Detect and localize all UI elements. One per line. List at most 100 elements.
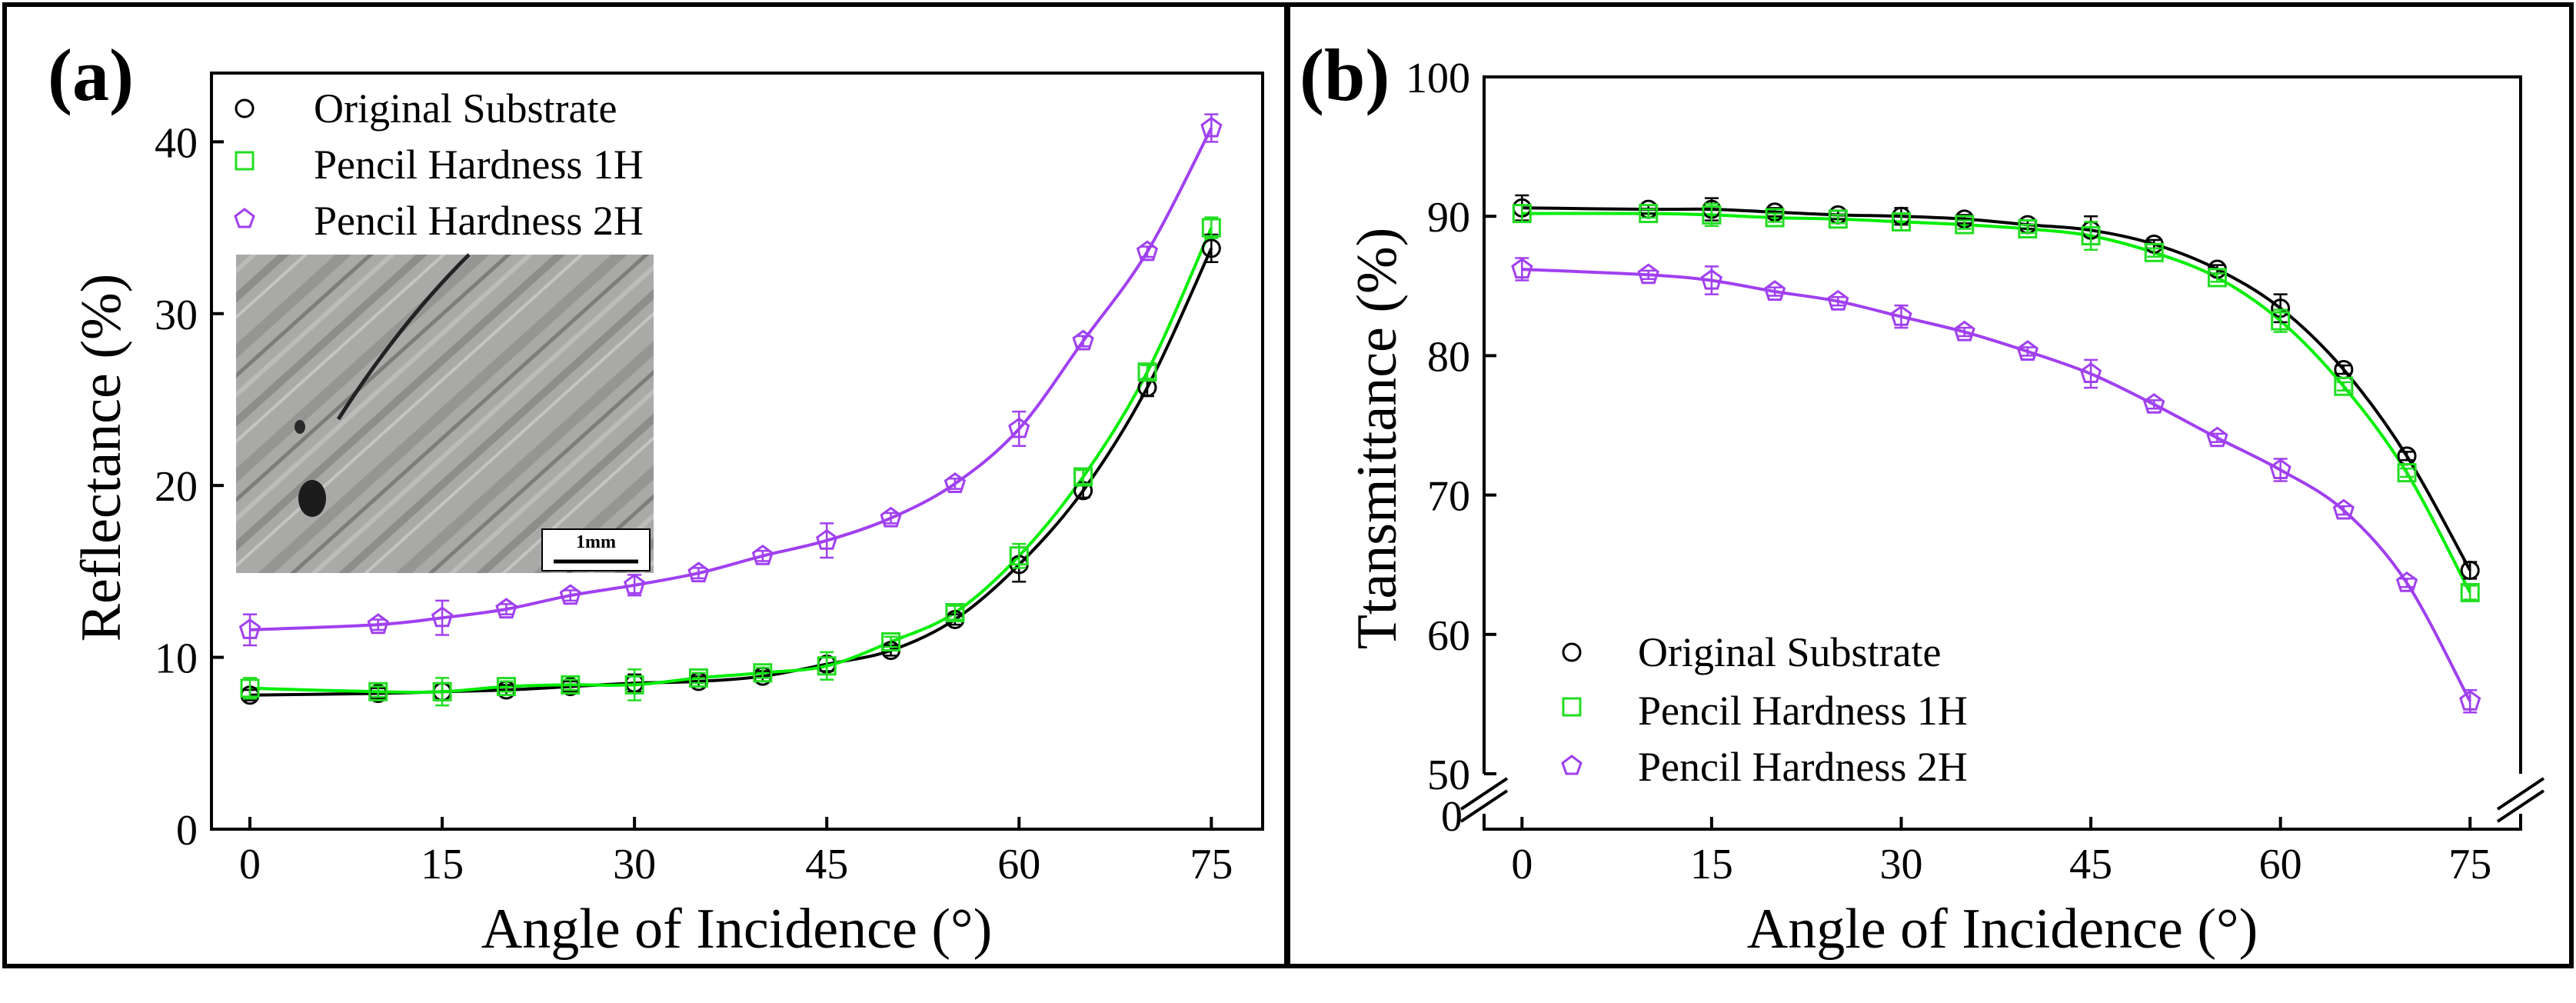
data-point-1h	[2144, 242, 2164, 262]
panel-b-plot-frame	[1483, 75, 2522, 831]
data-point-1h	[1891, 212, 1911, 232]
inset-scale-box	[541, 528, 651, 571]
data-point-1h	[561, 675, 581, 695]
data-point-1h	[240, 678, 260, 698]
legend-label-1h: Pencil Hardness 1H	[314, 142, 644, 188]
panel-a: (a) 0 15 30 45 60 75 0 10 20 30 40 1mm Original Su…	[48, 34, 1264, 961]
y-tick-label: 100	[1406, 55, 1470, 102]
y-tick-label: 20	[155, 463, 198, 511]
data-point-2h	[431, 606, 454, 628]
data-point-original	[1201, 238, 1221, 258]
legend-label-original: Original Substrate	[1638, 629, 1941, 675]
inset-dark-spot	[295, 420, 305, 434]
y-tick-label: 10	[155, 635, 198, 683]
data-point-2h	[2079, 362, 2102, 383]
legend-marker-1h	[1562, 697, 1582, 717]
data-point-1h	[432, 681, 452, 701]
legend-marker-2h	[1561, 755, 1583, 775]
data-point-1h	[1765, 208, 1785, 228]
data-point-1h	[1828, 209, 1848, 229]
data-point-2h	[687, 561, 710, 583]
legend-marker-1h	[235, 151, 255, 171]
data-point-1h	[2081, 226, 2101, 246]
y-tick-label: 40	[155, 119, 198, 167]
legend-label-2h: Pencil Hardness 2H	[1638, 744, 1968, 790]
fit-curve	[1522, 212, 2471, 594]
panel-a-legend: Original Substrate Pencil Hardness 1H Pe…	[234, 85, 644, 244]
inset-dark-spot	[298, 480, 326, 517]
data-point-2h	[2459, 689, 2481, 711]
data-point-1h	[1201, 218, 1221, 238]
legend-label-1h: Pencil Hardness 1H	[1638, 688, 1968, 734]
data-point-2h	[751, 544, 774, 565]
x-tick-label: 0	[1511, 841, 1533, 888]
x-tick-label: 60	[997, 841, 1040, 888]
axis-break-mark-left	[1459, 777, 1509, 811]
panel-b-label: (b)	[1300, 34, 1390, 116]
y-tick-label: 70	[1427, 473, 1470, 521]
data-point-1h	[1512, 204, 1532, 224]
data-point-1h	[1137, 362, 1157, 382]
axis-break-mark-left	[1459, 789, 1509, 823]
data-point-1h	[1702, 205, 1722, 225]
data-point-2h	[1511, 258, 1533, 279]
data-point-1h	[2018, 219, 2038, 239]
x-tick-label: 15	[421, 841, 464, 888]
inset-image	[236, 255, 654, 573]
data-point-2h	[2332, 498, 2355, 520]
data-point-1h	[2460, 582, 2480, 602]
legend-marker-original	[1562, 642, 1582, 662]
x-tick-label: 75	[2448, 841, 2491, 888]
panel-a-plot-area	[210, 72, 1264, 831]
legend-label-2h: Pencil Hardness 2H	[314, 198, 644, 244]
legend-marker-original	[235, 98, 255, 118]
data-point-2h	[2143, 392, 2165, 414]
data-point-2h	[816, 528, 838, 550]
data-point-1h	[2397, 463, 2417, 483]
x-tick-label: 0	[239, 841, 261, 888]
data-point-2h	[367, 613, 389, 635]
x-tick-label: 60	[2259, 841, 2302, 888]
data-point-2h	[1890, 305, 1912, 326]
fit-curve	[1522, 206, 2471, 571]
panel-b-legend: Original Substrate Pencil Hardness 1H Pe…	[1561, 629, 1968, 790]
data-point-2h	[2016, 340, 2039, 361]
fit-curve	[249, 227, 1213, 695]
data-point-2h	[1700, 268, 1723, 290]
panel-b-y-tick-label-zero: 0	[1441, 793, 1463, 841]
data-point-2h	[1136, 240, 1159, 262]
panel-b: (b) 0 0 15 30 45 60 75 50 60 70 80 90 100 Original …	[1300, 34, 2545, 961]
data-point-2h	[624, 573, 646, 595]
data-point-2h	[2395, 571, 2418, 592]
data-point-2h	[1637, 263, 1659, 285]
data-point-1h	[881, 631, 901, 651]
axis-break-mark-right	[2496, 789, 2545, 823]
x-tick-label: 45	[805, 841, 848, 888]
data-point-1h	[624, 675, 644, 695]
data-point-2h	[1200, 116, 1223, 138]
x-tick-label: 30	[1879, 841, 1922, 888]
data-point-2h	[2206, 426, 2228, 448]
data-point-1h	[368, 681, 388, 701]
inset-scale-label: 1mm	[576, 532, 616, 552]
data-point-2h	[1827, 289, 1849, 311]
data-point-2h	[1072, 329, 1094, 351]
panel-a-x-axis-title: Angle of Incidence (°)	[481, 898, 992, 961]
data-point-2h	[238, 618, 261, 639]
data-point-1h	[1639, 204, 1659, 224]
data-point-2h	[559, 584, 581, 605]
x-tick-label: 30	[613, 841, 656, 888]
panel-a-label: (a)	[48, 34, 134, 116]
y-tick-label: 60	[1427, 612, 1470, 660]
data-point-2h	[495, 598, 518, 619]
y-tick-label: 90	[1427, 194, 1470, 242]
data-point-1h	[2271, 311, 2291, 331]
data-point-1h	[1009, 546, 1029, 566]
data-point-2h	[944, 472, 967, 493]
data-point-1h	[753, 663, 773, 683]
axis-break-mark-right	[2496, 777, 2545, 811]
data-point-2h	[1763, 280, 1786, 302]
data-point-1h	[688, 668, 708, 688]
data-point-1h	[945, 603, 965, 623]
